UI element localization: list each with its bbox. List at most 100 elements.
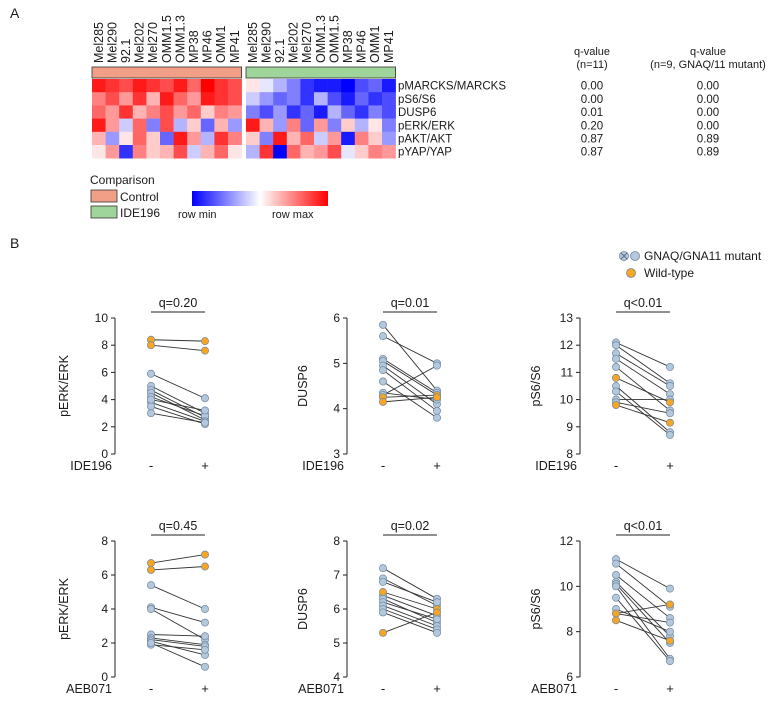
heatmap-cell	[173, 118, 188, 133]
heatmap-cell	[228, 131, 242, 146]
legend-label-wildtype: Wild-type	[644, 266, 694, 280]
wildtype-pair-line	[150, 344, 206, 352]
legend-label-mutant: GNAQ/GNA11 mutant	[644, 249, 762, 263]
q-value-all: 0.20	[581, 120, 603, 132]
y-tick-label: 13	[560, 311, 574, 325]
scatter-panel-1: 0 2 4 6 8 10 pERK/ERK q=0.20 - + IDE196	[57, 296, 209, 473]
heatmap-cell	[246, 92, 260, 106]
control-sample-label: Mel290	[105, 22, 119, 63]
heatmap-cell	[273, 105, 288, 119]
mutant-pair-line	[150, 634, 206, 637]
heatmap-cell	[119, 105, 134, 119]
heatmap-cell	[354, 105, 369, 119]
heatmap-cell	[341, 92, 356, 106]
ide196-sample-label: MP38	[341, 30, 355, 63]
mutant-point-before	[612, 387, 620, 396]
heatmap-cell	[105, 92, 120, 106]
y-tick-label: 6	[566, 670, 573, 684]
mutant-point-after	[433, 361, 441, 370]
mutant-pair-line	[150, 399, 206, 411]
ide196-sample-label: OMM1	[368, 25, 382, 63]
heatmap-cell	[228, 79, 242, 93]
heatmap-row-label: pS6/S6	[398, 94, 436, 106]
mutant-pair-line	[150, 642, 206, 668]
q-title: q=0.45	[159, 519, 198, 533]
scale-max-label: row max	[272, 209, 314, 221]
y-axis-label: DUSP6	[296, 365, 310, 407]
heatmap-cell	[160, 105, 174, 119]
heatmap-cell	[228, 92, 242, 106]
heatmap-cell	[286, 105, 301, 119]
wildtype-point-before	[612, 373, 620, 382]
heatmap-cell	[132, 79, 147, 93]
heatmap-row-label: pERK/ERK	[398, 120, 455, 132]
heatmap-cell	[314, 92, 328, 106]
q-value-all: 0.00	[581, 81, 603, 93]
mutant-pair-line	[382, 365, 438, 396]
heatmap-cell	[327, 118, 342, 133]
mutant-pair-line	[615, 391, 671, 436]
heatmap-cell	[382, 118, 396, 133]
heatmap-cell	[327, 105, 342, 119]
panel-label-b: B	[10, 235, 19, 251]
y-tick-label: 8	[566, 625, 573, 639]
heatmap-cell	[173, 105, 188, 119]
y-axis-label: pS6/S6	[529, 365, 543, 406]
heatmap-cell	[286, 79, 301, 93]
x-category-label: +	[201, 681, 209, 696]
heatmap-cell	[105, 105, 120, 119]
wildtype-point-after	[666, 636, 674, 645]
y-tick-label: 8	[566, 447, 573, 461]
y-tick-label: 6	[333, 602, 340, 616]
mutant-pair-line	[382, 601, 438, 620]
q-header-all-line1: q-value	[574, 46, 610, 58]
y-tick-label: 5	[333, 636, 340, 650]
heatmap-cell	[382, 131, 396, 146]
mutant-pair-line	[615, 613, 671, 624]
y-axis-label: pS6/S6	[529, 588, 543, 629]
q-value-mutant: 0.00	[697, 120, 719, 132]
heatmap-cell	[146, 118, 161, 133]
heatmap-cell	[314, 105, 328, 119]
mutant-point-before	[612, 571, 620, 579]
treatment-label: AEB071	[298, 682, 344, 696]
treatment-label: IDE196	[302, 459, 344, 473]
wildtype-point-after	[201, 337, 209, 346]
heatmap-cell	[214, 105, 229, 119]
heatmap-cell	[146, 92, 161, 106]
wildtype-point-after	[201, 346, 209, 355]
heatmap-cell	[341, 145, 356, 159]
wildtype-pair-line	[382, 591, 438, 610]
legend-mutant-cross-line-b	[620, 252, 628, 260]
heatmap-cell	[368, 145, 383, 159]
y-tick-label: 8	[333, 534, 340, 548]
comparison-legend: Comparison Control IDE196	[90, 173, 160, 220]
heatmap-cell	[200, 79, 215, 93]
mutant-pair-line	[150, 644, 206, 651]
heatmap-cell	[382, 105, 396, 119]
x-category-label: +	[666, 458, 674, 473]
wildtype-point-before	[379, 397, 387, 406]
control-sample-label: OMM1	[214, 25, 228, 63]
heatmap-cell	[300, 92, 315, 106]
wildtype-point-after	[433, 393, 441, 402]
heatmap-cell	[187, 79, 202, 93]
wildtype-pair-line	[150, 566, 206, 571]
mutant-point-after	[201, 406, 209, 415]
ide196-sample-label: Mel270	[300, 22, 314, 63]
heatmap-cell	[354, 131, 369, 146]
q-value-all: 0.87	[581, 134, 603, 146]
control-sample-label: Mel202	[133, 22, 147, 63]
q-header-mutant-line1: q-value	[690, 46, 726, 58]
y-tick-label: 10	[560, 579, 574, 593]
mutant-pair-line	[382, 358, 438, 394]
control-sample-label: Mel270	[146, 22, 160, 63]
heatmap-cell	[214, 79, 229, 93]
heatmap-cell	[368, 92, 383, 106]
control-sample-label: Mel285	[92, 22, 106, 63]
q-title: q=0.02	[391, 519, 430, 533]
heatmap-cell	[200, 131, 215, 146]
heatmap-cell	[368, 131, 383, 146]
scale-min-label: row min	[178, 209, 217, 221]
y-axis-label: pERK/ERK	[57, 577, 71, 639]
